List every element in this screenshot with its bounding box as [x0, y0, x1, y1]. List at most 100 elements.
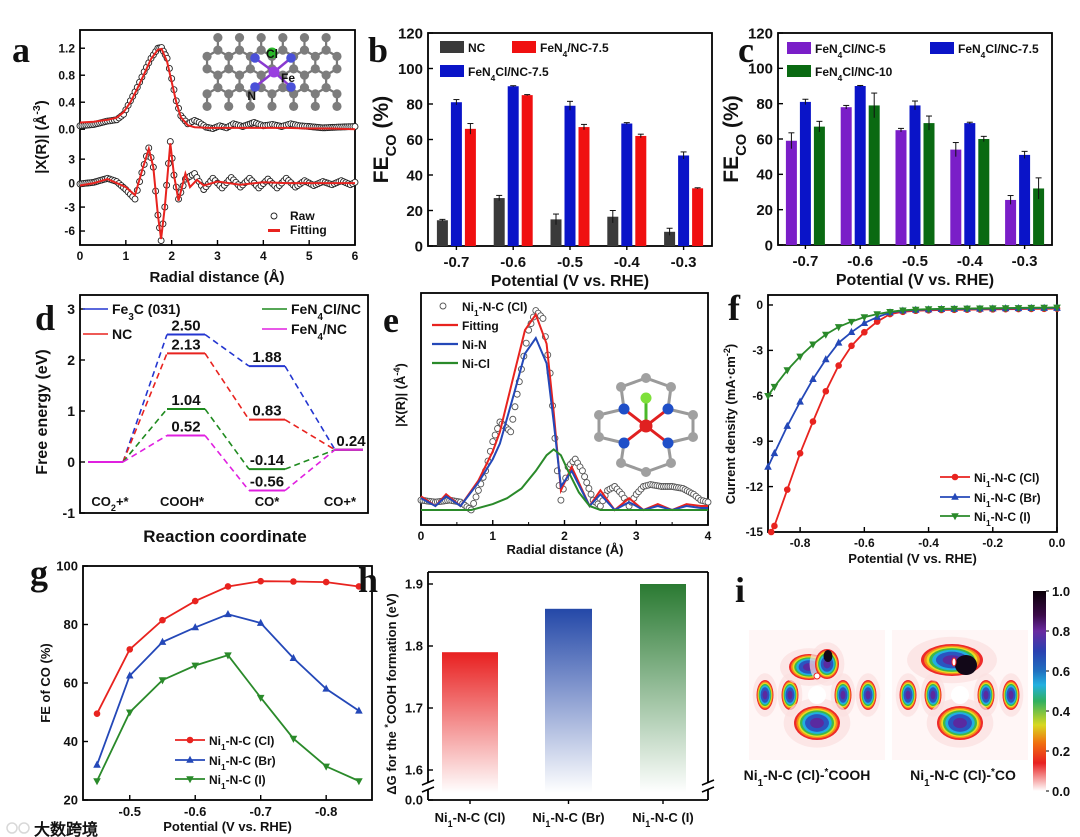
panel-c-y-tick-label: 20 [756, 202, 773, 219]
panel-i-bottom-lobe [810, 717, 824, 729]
panel-g-data-point [191, 623, 200, 631]
panel-b-bar [564, 105, 576, 247]
panel-a-inset-carbon-atom [224, 101, 234, 111]
panel-f-legend-marker [951, 473, 959, 481]
panel-f-data-point [770, 383, 779, 392]
panel-e-inset-carbon-atom [594, 432, 604, 442]
panel-b-bar [450, 102, 462, 246]
panel-c-x-tick-label: -0.5 [902, 253, 928, 270]
panel-f-data-point [976, 305, 984, 313]
panel-a-inset-carbon-atom [213, 70, 223, 80]
panel-c-legend-swatch [787, 42, 811, 54]
panel-e-raw-point [470, 499, 478, 507]
panel-i-colorbar-tick-label: 0.0 [1052, 784, 1070, 799]
panel-g-data-point [322, 763, 330, 771]
panel-e-inset-nitrogen-atom [618, 403, 630, 415]
panel-a-inset-carbon-atom [267, 89, 277, 99]
panel-i-side-lobe [865, 690, 871, 700]
panel-f-x-tick-label: -0.4 [918, 536, 939, 550]
panel-d-plot-frame [79, 294, 369, 514]
panel-a-inset-carbon-atom [256, 70, 266, 80]
panel-e-ni-structure-inset [594, 373, 698, 477]
panel-f-data-point [796, 450, 804, 457]
panel-h-y-tick-label: 1.8 [405, 639, 423, 654]
panel-b-bar [464, 128, 476, 246]
panel-d-y-axis-title: Free energy (eV) [34, 349, 51, 474]
panel-e-inset-carbon-atom [688, 410, 698, 420]
panel-a-inset-carbon-atom [299, 70, 310, 80]
panel-b-letter: b [368, 30, 388, 70]
panel-h-category-label: Ni1-N-C (Cl) [435, 810, 506, 829]
panel-a-inset-carbon-atom [332, 101, 342, 111]
panel-a-magnitude-raw-point [351, 123, 359, 130]
panel-f-data-point [1040, 304, 1048, 312]
panel-f-data-point [809, 374, 817, 382]
panel-d-energy-value-label: -0.14 [250, 452, 285, 469]
panel-d-letter: d [35, 298, 55, 338]
panel-a-real-part-fitting-line [79, 143, 355, 240]
panel-e-raw-point [507, 428, 515, 436]
panel-c-x-axis-title: Potential (V vs. RHE) [836, 272, 994, 289]
panel-a-inset-carbon-atom [245, 89, 255, 99]
panel-g-data-point [125, 709, 134, 717]
panel-e-legend-label: Ni1-N-C (Cl) [462, 300, 527, 318]
panel-e-inset-nitrogen-atom [662, 437, 674, 449]
panel-f-data-point [1001, 305, 1010, 313]
panel-g-data-point [191, 597, 199, 605]
panel-g-legend-marker [186, 776, 194, 784]
panel-d-energy-value-label: 0.24 [336, 433, 366, 450]
panel-c-x-tick-label: -0.7 [792, 253, 818, 270]
panel-g-data-point [191, 662, 200, 670]
panel-a-inset-carbon-atom [234, 33, 245, 43]
panel-a-x-tick-label: 3 [214, 249, 221, 263]
panel-c-legend-label: FeN4Cl/NC-10 [815, 65, 893, 83]
panel-e-raw-point [474, 486, 482, 494]
panel-h-y-axis-title: ΔG for the *COOH formation (eV) [383, 593, 399, 794]
panel-e-legend-label: Fitting [462, 319, 499, 333]
panel-d-connector [204, 333, 250, 367]
panel-a-x-tick-label: 4 [260, 249, 267, 263]
panel-a-inset-carbon-atom [234, 83, 245, 93]
panel-f-data-point [834, 324, 843, 332]
panel-g-data-point [159, 616, 166, 624]
panel-a-y-tick-label: 0.8 [58, 68, 75, 82]
panel-f-data-point [835, 362, 842, 369]
panel-i-colorbar-tick-label: 0.2 [1052, 744, 1070, 759]
panel-a-y-tick-label: 0.4 [58, 95, 75, 109]
panel-a-inset-nitrogen-atom [286, 82, 296, 92]
panel-b-y-axis-title: FECO (%) [370, 96, 400, 183]
panel-f-data-point [796, 397, 804, 405]
panel-e-inset-carbon-atom [666, 458, 676, 468]
panel-i-side-lobe [840, 690, 846, 700]
panel-b-y-tick-label: 20 [406, 203, 423, 220]
panel-d-y-tick-label: 1 [67, 403, 75, 419]
panel-a-inset-carbon-atom [289, 64, 299, 74]
panel-c-letter: c [738, 30, 754, 70]
panel-f-x-axis-title: Potential (V vs. RHE) [848, 551, 977, 566]
panel-a-inset-carbon-atom [245, 101, 255, 111]
panel-g-data-point [93, 778, 101, 786]
panel-c-y-tick-label: 120 [748, 25, 773, 42]
panel-d-connector [204, 434, 250, 492]
panel-h-y-tick-label: 1.6 [405, 763, 423, 778]
panel-b-x-tick-label: -0.5 [557, 254, 583, 271]
panel-a-inset-carbon-atom [213, 45, 223, 55]
panel-b-x-axis-title: Potential (V vs. RHE) [491, 273, 649, 290]
panel-h-category-label: Ni1-N-C (Br) [532, 810, 604, 829]
panel-b-bar [436, 220, 448, 246]
panel-f-data-point [937, 305, 946, 314]
panel-a-y-tick-label: -3 [64, 200, 75, 214]
panel-a-inset-carbon-atom [321, 45, 331, 55]
panel-d-energy-value-label: 2.13 [171, 336, 200, 353]
panel-a-inset-iron-atom [268, 66, 280, 78]
panel-g-x-tick-label: -0.6 [184, 804, 206, 819]
panel-f-x-tick-label: 0.0 [1049, 536, 1066, 550]
panel-c-bar [785, 140, 797, 245]
panel-a-legend-raw-label: Raw [290, 209, 315, 223]
panel-i-side-lobe [762, 690, 768, 700]
panel-f-data-point [834, 338, 843, 346]
panel-a-inset-carbon-atom [321, 83, 331, 93]
watermark-logo-icon [18, 822, 30, 834]
panel-b-x-tick-label: -0.3 [671, 254, 697, 271]
panel-f-y-tick-label: 0 [756, 298, 763, 312]
